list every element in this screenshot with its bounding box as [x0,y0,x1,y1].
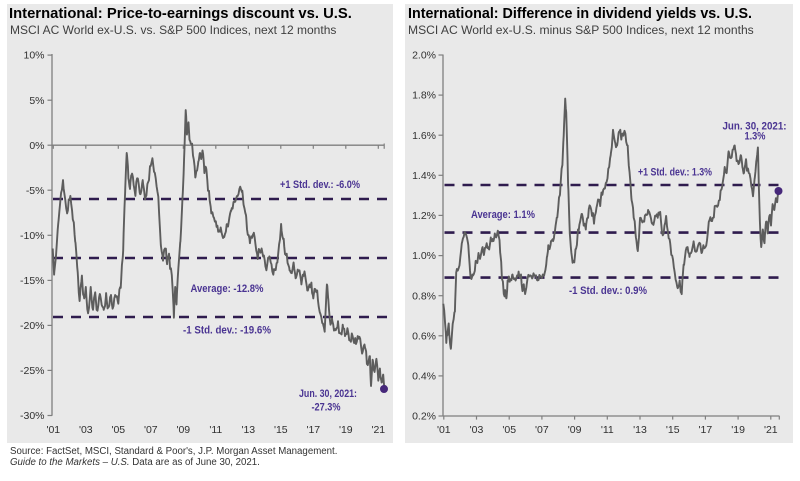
svg-text:'17: '17 [306,424,320,436]
svg-text:'01: '01 [46,424,60,436]
svg-text:-30%: -30% [20,410,45,422]
svg-text:5%: 5% [29,95,44,107]
svg-text:'13: '13 [241,424,255,436]
svg-text:-10%: -10% [20,230,45,242]
svg-text:'17: '17 [699,424,713,436]
svg-text:10%: 10% [23,50,44,62]
svg-text:'11: '11 [209,424,222,436]
svg-text:0.4%: 0.4% [412,371,436,383]
svg-text:-20%: -20% [20,320,45,332]
svg-text:Average: -12.8%: Average: -12.8% [191,283,264,295]
svg-text:0.6%: 0.6% [412,330,436,342]
svg-text:-15%: -15% [20,275,45,287]
svg-text:-25%: -25% [20,365,45,377]
svg-text:'05: '05 [502,424,516,436]
svg-text:'15: '15 [274,424,288,436]
svg-text:2.0%: 2.0% [412,50,436,62]
svg-text:0.8%: 0.8% [412,290,436,302]
svg-text:'19: '19 [731,424,745,436]
svg-text:-27.3%: -27.3% [312,402,341,414]
svg-text:Jun. 30, 2021:: Jun. 30, 2021: [723,121,787,133]
svg-text:1.0%: 1.0% [412,250,436,262]
svg-text:'03: '03 [79,424,93,436]
svg-text:'09: '09 [176,424,190,436]
svg-text:'13: '13 [633,424,647,436]
svg-text:1.4%: 1.4% [412,170,436,182]
svg-text:0%: 0% [29,140,44,152]
svg-text:'21: '21 [371,424,385,436]
svg-text:1.3%: 1.3% [745,131,766,143]
svg-text:'09: '09 [568,424,582,436]
svg-text:'03: '03 [470,424,484,436]
svg-text:+1 Std. dev.: 1.3%: +1 Std. dev.: 1.3% [638,167,712,179]
svg-text:1.2%: 1.2% [412,210,436,222]
svg-text:-1 Std. dev.: -19.6%: -1 Std. dev.: -19.6% [183,325,271,337]
svg-text:'05: '05 [111,424,125,436]
svg-text:1.6%: 1.6% [412,130,436,142]
svg-text:'11: '11 [601,424,614,436]
svg-text:-1 Std. dev.: 0.9%: -1 Std. dev.: 0.9% [569,285,647,297]
svg-text:+1 Std. dev.: -6.0%: +1 Std. dev.: -6.0% [280,179,360,191]
svg-text:-5%: -5% [26,185,45,197]
svg-text:'15: '15 [666,424,680,436]
svg-text:0.2%: 0.2% [412,411,436,423]
svg-text:Jun. 30, 2021:: Jun. 30, 2021: [299,388,357,400]
svg-text:'01: '01 [437,424,451,436]
svg-text:'21: '21 [764,424,778,436]
svg-text:'07: '07 [144,424,158,436]
svg-text:Average: 1.1%: Average: 1.1% [471,209,535,221]
svg-text:'07: '07 [535,424,549,436]
svg-text:'19: '19 [339,424,353,436]
svg-text:1.8%: 1.8% [412,90,436,102]
